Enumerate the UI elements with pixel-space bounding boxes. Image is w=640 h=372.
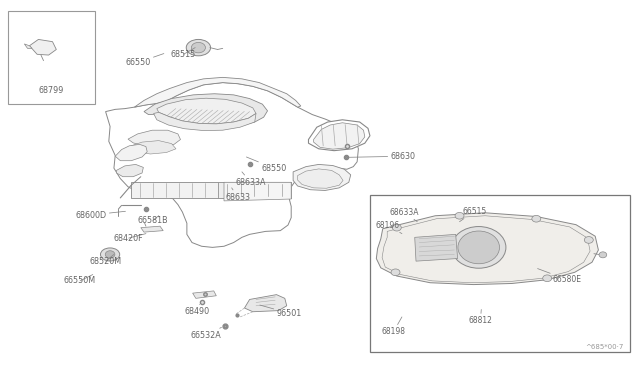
Text: 68633A: 68633A	[389, 208, 419, 222]
Polygon shape	[106, 83, 358, 247]
Text: 68520M: 68520M	[90, 254, 122, 266]
Bar	[370, 195, 630, 352]
Ellipse shape	[532, 215, 541, 222]
Ellipse shape	[543, 275, 552, 282]
Polygon shape	[298, 169, 343, 188]
Polygon shape	[154, 112, 256, 131]
Text: 68198: 68198	[381, 317, 406, 336]
Text: 66515: 66515	[460, 207, 486, 222]
Text: 68490: 68490	[184, 304, 209, 316]
Ellipse shape	[458, 231, 500, 264]
Ellipse shape	[392, 224, 401, 231]
Ellipse shape	[584, 237, 593, 243]
Ellipse shape	[186, 39, 211, 56]
Polygon shape	[376, 213, 598, 285]
Polygon shape	[116, 164, 143, 177]
Text: 68633: 68633	[225, 188, 250, 202]
Polygon shape	[24, 44, 32, 48]
Polygon shape	[157, 98, 256, 124]
Ellipse shape	[100, 248, 120, 261]
Polygon shape	[141, 226, 163, 232]
Text: 68600D: 68600D	[76, 211, 125, 219]
Polygon shape	[314, 123, 365, 149]
Polygon shape	[312, 121, 366, 149]
Text: 66550M: 66550M	[64, 275, 96, 285]
Ellipse shape	[599, 252, 607, 258]
Text: 68799: 68799	[38, 86, 64, 95]
Polygon shape	[308, 120, 370, 151]
Text: 68420F: 68420F	[114, 234, 146, 243]
Polygon shape	[415, 234, 458, 261]
Polygon shape	[131, 182, 291, 198]
Ellipse shape	[391, 269, 400, 276]
Text: 68630: 68630	[346, 152, 415, 161]
Ellipse shape	[452, 227, 506, 268]
Text: 68812: 68812	[468, 310, 492, 325]
Polygon shape	[29, 39, 56, 55]
Polygon shape	[293, 164, 351, 190]
Text: 66580E: 66580E	[538, 269, 582, 284]
Ellipse shape	[191, 42, 205, 53]
Polygon shape	[244, 295, 287, 312]
Polygon shape	[134, 77, 301, 107]
Polygon shape	[317, 124, 362, 146]
Text: 68515: 68515	[171, 48, 196, 59]
Text: 68550: 68550	[246, 157, 286, 173]
Text: ^685*00·7: ^685*00·7	[586, 344, 624, 350]
Polygon shape	[193, 291, 216, 298]
Polygon shape	[144, 94, 268, 127]
Polygon shape	[128, 130, 180, 147]
Ellipse shape	[455, 212, 464, 219]
Polygon shape	[218, 182, 291, 198]
Text: 66532A: 66532A	[191, 327, 221, 340]
Text: 68633A: 68633A	[236, 172, 266, 187]
Bar	[8, 11, 95, 104]
Polygon shape	[115, 144, 147, 161]
Text: 68196: 68196	[375, 221, 402, 234]
Polygon shape	[224, 182, 291, 201]
Text: 96501: 96501	[260, 305, 301, 318]
Text: 66581B: 66581B	[138, 216, 168, 225]
Ellipse shape	[105, 251, 115, 258]
Polygon shape	[131, 141, 176, 154]
Text: 66550: 66550	[125, 54, 164, 67]
